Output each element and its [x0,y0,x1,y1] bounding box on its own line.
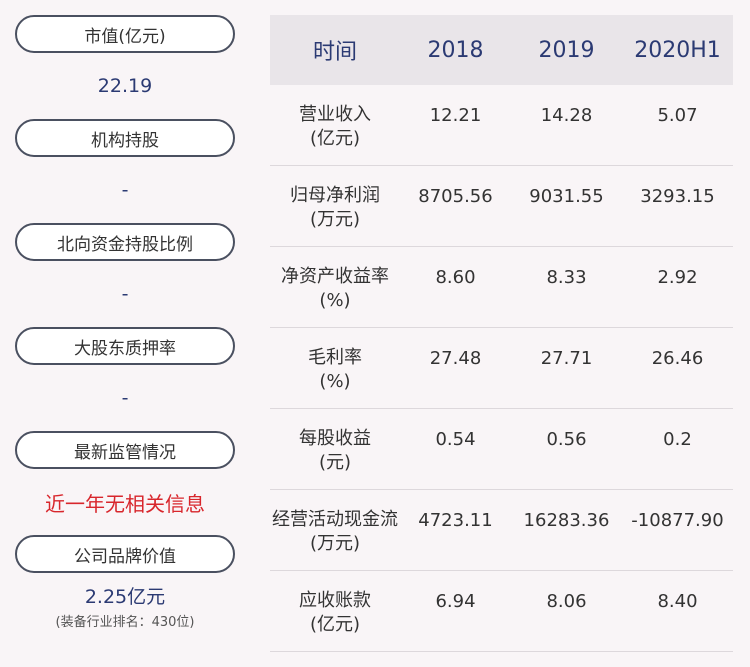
metric-unit: (元) [318,452,352,473]
header-2020h1: 2020H1 [634,37,721,63]
northbound-ratio-label: 北向资金持股比例 [15,223,235,261]
brand-value-text: 2.25亿元 [84,586,166,608]
left-panel: 市值(亿元) 22.19 机构持股 - 北向资金持股比例 - 大股东质押率 - … [15,15,235,639]
value-2018: 8.60 [435,267,476,288]
metric-label: 净资产收益率 (%) [270,247,400,313]
metric-unit: (%) [319,290,351,311]
value-2020h1: 8.40 [657,591,698,612]
pledge-ratio-value-text: - [121,387,129,409]
value-2020h1: -10877.90 [631,510,724,531]
pledge-ratio-value: - [15,365,235,431]
pledge-ratio-label: 大股东质押率 [15,327,235,365]
metric-name: 每股收益 [299,428,371,449]
institutional-holding-value-text: - [121,179,129,201]
value-2019: 9031.55 [529,186,604,207]
value-2018: 27.48 [429,348,482,369]
metric-label: 毛利率 (%) [270,328,400,394]
value-2019: 8.33 [546,267,587,288]
value-2018: 0.54 [435,429,476,450]
value-2020h1: 2.92 [657,267,698,288]
metric-name: 归母净利润 [290,185,380,206]
value-2020h1: 0.2 [663,429,692,450]
value-2020h1: 26.46 [651,348,704,369]
brand-value: 2.25亿元 (装备行业排名：430位) [15,573,235,639]
metric-name: 经营活动现金流 [272,509,398,530]
table-row: 归母净利润 (万元) 8705.56 9031.55 3293.15 [270,166,733,247]
market-cap-value: 22.19 [15,53,235,119]
table-row: 每股收益 (元) 0.54 0.56 0.2 [270,409,733,490]
table-row: 净资产收益率 (%) 8.60 8.33 2.92 [270,247,733,328]
value-2018: 4723.11 [418,510,493,531]
header-2018: 2018 [427,37,484,63]
value-2019: 27.71 [540,348,593,369]
metric-label: 营业收入 (亿元) [270,85,400,151]
metric-label: 每股收益 (元) [270,409,400,475]
financial-table: 时间 2018 2019 2020H1 营业收入 (亿元) 12.21 14.28… [270,15,733,652]
metric-label: 经营活动现金流 (万元) [270,490,400,556]
value-2020h1: 3293.15 [640,186,715,207]
table-header: 时间 2018 2019 2020H1 [270,15,733,85]
table-row: 经营活动现金流 (万元) 4723.11 16283.36 -10877.90 [270,490,733,571]
value-2018: 6.94 [435,591,476,612]
brand-value-label: 公司品牌价值 [15,535,235,573]
northbound-ratio-value-text: - [121,283,129,305]
metric-name: 毛利率 [308,347,362,368]
northbound-ratio-value: - [15,261,235,327]
value-2019: 16283.36 [523,510,610,531]
metric-unit: (亿元) [309,614,361,635]
market-cap-value-text: 22.19 [97,75,153,97]
table-row: 毛利率 (%) 27.48 27.71 26.46 [270,328,733,409]
regulation-status-value: 近一年无相关信息 [15,469,235,535]
institutional-holding-label: 机构持股 [15,119,235,157]
metric-label: 应收账款 (亿元) [270,571,400,637]
table-row: 营业收入 (亿元) 12.21 14.28 5.07 [270,85,733,166]
regulation-status-value-text: 近一年无相关信息 [45,491,205,516]
institutional-holding-value: - [15,157,235,223]
metric-unit: (亿元) [309,128,361,149]
value-2019: 8.06 [546,591,587,612]
table-row: 应收账款 (亿元) 6.94 8.06 8.40 [270,571,733,652]
brand-rank-text: (装备行业排名：430位) [55,615,195,630]
metric-name: 应收账款 [299,590,371,611]
metric-unit: (万元) [309,533,361,554]
header-time: 时间 [312,40,357,65]
value-2020h1: 5.07 [657,105,698,126]
value-2019: 14.28 [540,105,593,126]
metric-name: 营业收入 [299,104,371,125]
metric-label: 归母净利润 (万元) [270,166,400,232]
market-cap-label: 市值(亿元) [15,15,235,53]
header-2019: 2019 [538,37,595,63]
value-2019: 0.56 [546,429,587,450]
metric-name: 净资产收益率 [281,266,389,287]
metric-unit: (%) [319,371,351,392]
value-2018: 12.21 [429,105,482,126]
value-2018: 8705.56 [418,186,493,207]
regulation-status-label: 最新监管情况 [15,431,235,469]
metric-unit: (万元) [309,209,361,230]
